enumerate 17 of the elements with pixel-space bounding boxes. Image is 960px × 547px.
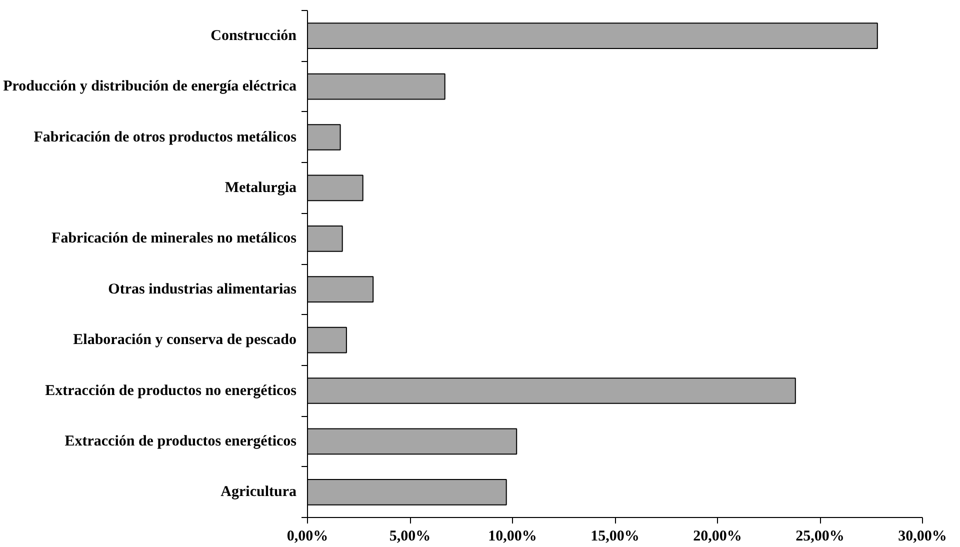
x-tick-label: 15,00% <box>590 528 640 544</box>
x-tick-label: 25,00% <box>796 528 844 544</box>
y-tick-label: Otras industrias alimentarias <box>108 281 297 298</box>
y-tick-label: Agricultura <box>220 484 297 500</box>
y-tick-label: Fabricación de minerales no metálicos <box>52 230 297 247</box>
y-tick-label: Extracción de productos energéticos <box>64 433 297 450</box>
y-tick-label: Metalurgia <box>224 180 297 196</box>
x-tick-label: 0,00% <box>286 528 328 544</box>
y-tick-label: Construcción <box>210 28 298 44</box>
y-tick-label: Extracción de productos no energéticos <box>45 382 297 399</box>
x-tick-label: 10,00% <box>488 528 537 544</box>
y-tick-label: Fabricación de otros productos metálicos <box>34 129 297 146</box>
x-tick-label: 30,00% <box>898 528 947 544</box>
y-tick-label: Producción y distribución de energía eléctrica <box>3 78 297 95</box>
x-tick-label: 5,00% <box>389 528 431 544</box>
y-tick-label: Elaboración y conserva de pescado <box>73 332 297 348</box>
x-tick-label: 20,00% <box>693 528 742 544</box>
